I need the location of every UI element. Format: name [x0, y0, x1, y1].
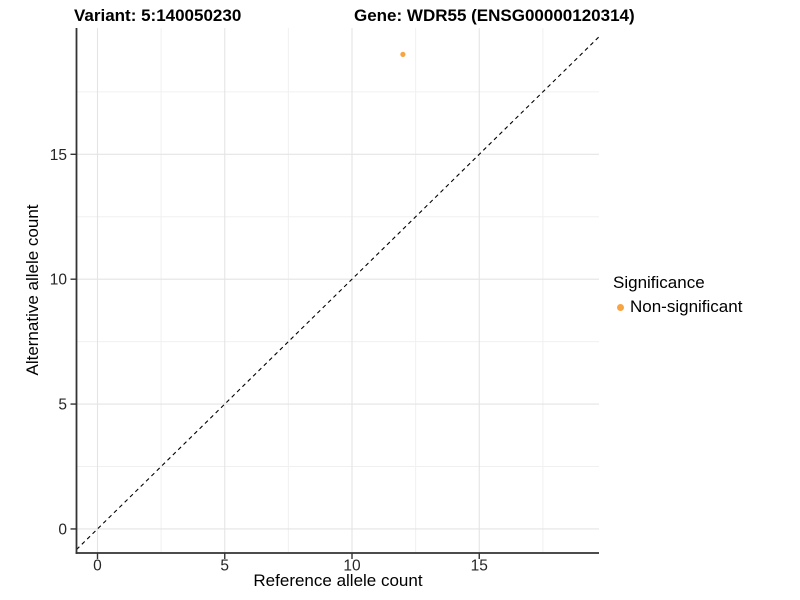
grid-minor [76, 28, 599, 553]
y-tick-label: 0 [58, 521, 67, 538]
data-point [400, 51, 406, 57]
x-tick-label: 15 [471, 558, 488, 575]
y-axis-title: Alternative allele count [23, 204, 42, 376]
legend-key-dot-icon [617, 303, 624, 311]
y-tick-label: 15 [50, 147, 67, 164]
y-tick-label: 5 [58, 397, 67, 414]
axis-ticks: 0 5 10 15 0 5 10 15 [50, 147, 488, 575]
x-tick-label: 0 [93, 558, 102, 575]
grid-major [76, 28, 599, 553]
x-tick-label: 5 [220, 558, 229, 575]
plot-title-gene: Gene: WDR55 (ENSG00000120314) [354, 6, 635, 25]
plot-title-variant: Variant: 5:140050230 [74, 6, 242, 25]
legend-title: Significance [613, 273, 705, 292]
legend-item-label: Non-significant [630, 297, 743, 316]
legend: Significance Non-significant [613, 273, 742, 317]
y-tick-label: 10 [50, 272, 68, 289]
x-axis-title: Reference allele count [253, 571, 423, 590]
legend-item-non-significant: Non-significant [613, 297, 742, 317]
x-tick-label: 10 [343, 558, 361, 575]
identity-reference-line [76, 36, 599, 550]
